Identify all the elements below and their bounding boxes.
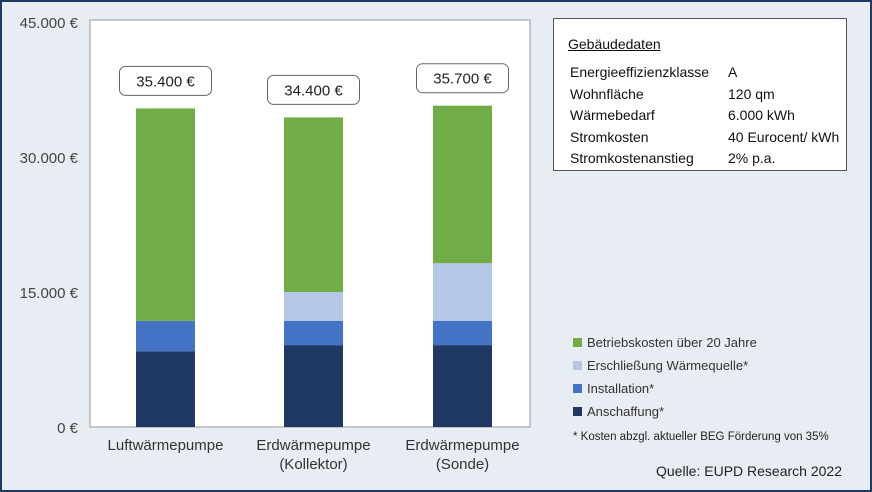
bar-segment <box>433 263 492 321</box>
x-tick-label: (Sonde) <box>436 456 489 473</box>
bar-segment <box>284 320 343 346</box>
total-label-box <box>119 65 212 96</box>
x-tick-label: Erdwärmepumpe <box>405 437 519 454</box>
y-tick-label: 0 € <box>57 420 79 437</box>
total-label: 34.400 € <box>284 82 343 99</box>
bar-segment <box>136 351 195 427</box>
building-data-box: Gebäudedaten Energieeffizienzklasse A Wohn… <box>553 18 847 171</box>
info-row: Stromkostenanstieg 2% p.a. <box>568 148 846 170</box>
total-label-box <box>416 63 509 94</box>
legend-label: Installation* <box>587 381 654 396</box>
legend-label: Anschaffung* <box>587 404 664 419</box>
bar-segment <box>433 345 492 427</box>
info-key: Stromkosten <box>570 128 649 145</box>
legend-swatch <box>573 384 582 393</box>
legend-label: Erschließung Wärmequelle* <box>587 358 748 373</box>
bar-segment <box>433 105 492 264</box>
legend-label: Betriebskosten über 20 Jahre <box>587 335 757 350</box>
total-label: 35.400 € <box>136 73 195 90</box>
info-value: 40 Eurocent/ kWh <box>728 128 840 145</box>
info-key: Wohnfläche <box>570 85 644 102</box>
x-tick-label: Luftwärmepumpe <box>108 437 224 454</box>
bar-segment <box>284 292 343 321</box>
legend-swatch <box>573 338 582 347</box>
info-key: Energieeffizienzklasse <box>570 64 710 80</box>
y-tick-label: 45.000 € <box>20 15 79 32</box>
bar-segment <box>284 345 343 427</box>
info-row: Wohnfläche 120 qm <box>568 84 846 106</box>
info-key: Wärmebedarf <box>570 107 655 123</box>
y-tick-label: 15.000 € <box>20 285 79 302</box>
info-value: 2% p.a. <box>728 150 776 166</box>
info-row: Stromkosten 40 Eurocent/ kWh <box>568 127 846 149</box>
info-row: Wärmebedarf 6.000 kWh <box>568 105 846 127</box>
legend-swatch <box>573 407 582 416</box>
info-value: 120 qm <box>728 85 775 102</box>
info-value: A <box>728 64 738 80</box>
info-key: Stromkostenanstieg <box>570 150 694 166</box>
total-label-box <box>267 74 360 105</box>
bar-segment <box>136 320 195 352</box>
info-value: 6.000 kWh <box>728 107 795 123</box>
legend-swatch <box>573 361 582 370</box>
x-tick-label: (Kollektor) <box>279 456 347 473</box>
y-tick-label: 30.000 € <box>20 150 79 167</box>
footnote: * Kosten abzgl. aktueller BEG Förderung … <box>573 431 829 443</box>
bar-segment <box>433 320 492 346</box>
x-tick-label: Erdwärmepumpe <box>256 437 370 454</box>
bar-segment <box>136 108 195 321</box>
total-label: 35.700 € <box>433 71 492 88</box>
info-title: Gebäudedaten <box>568 36 661 52</box>
bar-segment <box>284 117 343 293</box>
info-row: Energieeffizienzklasse A <box>568 62 846 84</box>
source-note: Quelle: EUPD Research 2022 <box>656 463 842 479</box>
